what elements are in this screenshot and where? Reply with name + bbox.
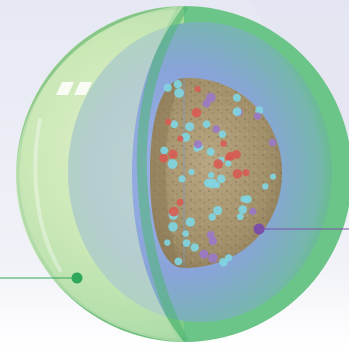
core-particle <box>185 217 196 227</box>
core-particle <box>213 205 223 216</box>
core-particle <box>220 140 227 147</box>
core-particle <box>232 93 241 102</box>
core-particle <box>270 173 277 180</box>
core-particle <box>236 213 244 221</box>
core-particle <box>225 160 232 167</box>
core-particle <box>193 140 203 149</box>
core-particle <box>188 168 195 175</box>
core-particle <box>218 130 227 138</box>
core-particle <box>159 153 169 163</box>
core-particle <box>207 178 218 189</box>
core-particle <box>208 236 217 246</box>
core-particle <box>160 146 169 155</box>
core-particle <box>174 257 183 266</box>
specular-highlight-icon <box>56 82 92 95</box>
core-particle <box>208 253 218 263</box>
core-particle <box>232 107 242 117</box>
core-particle <box>219 257 228 267</box>
core-particle <box>268 138 277 147</box>
core-particle <box>199 249 209 259</box>
core-particle <box>182 239 191 248</box>
core-particle <box>178 175 186 183</box>
core-particle <box>208 213 216 221</box>
core-particle <box>253 112 262 120</box>
core <box>150 77 282 268</box>
core-particle <box>168 222 178 232</box>
outer-shell-callout <box>0 272 83 284</box>
core-particle <box>212 125 220 133</box>
core-particle <box>164 239 171 246</box>
core-particle <box>208 171 215 179</box>
callout-marker <box>71 272 83 284</box>
core-particle <box>176 198 184 206</box>
core-particle <box>194 85 201 93</box>
core-particle <box>217 174 226 184</box>
core-particle <box>191 107 202 118</box>
core-particle <box>242 169 250 177</box>
core-particle <box>190 243 199 252</box>
core-particle <box>170 120 179 129</box>
core-particle <box>165 118 172 126</box>
core-particles <box>159 80 277 267</box>
core-particle <box>185 122 195 132</box>
core-particle <box>177 135 184 142</box>
core-particle <box>232 169 243 179</box>
core-particle <box>168 149 178 159</box>
core-particle <box>206 147 215 156</box>
core-particle <box>173 80 182 89</box>
core-particle <box>202 120 211 128</box>
core-particle <box>167 159 178 169</box>
core-particle <box>240 195 248 203</box>
core-particle <box>255 106 264 115</box>
core-particle <box>249 207 257 215</box>
core-particle <box>182 230 189 237</box>
core-particle <box>205 92 216 103</box>
shell-front-face <box>15 6 184 342</box>
core-particle <box>168 206 179 217</box>
cut-edge <box>136 6 189 342</box>
callout-marker <box>253 223 265 235</box>
core-particle <box>231 150 241 159</box>
core-particle <box>238 205 248 214</box>
shell-reflection <box>33 118 62 272</box>
core-particle <box>262 183 269 190</box>
core-particle <box>174 88 185 98</box>
core-particle-callout <box>253 223 349 235</box>
core-particle <box>225 254 233 262</box>
core-particle <box>213 159 224 169</box>
core-particle <box>163 83 172 92</box>
